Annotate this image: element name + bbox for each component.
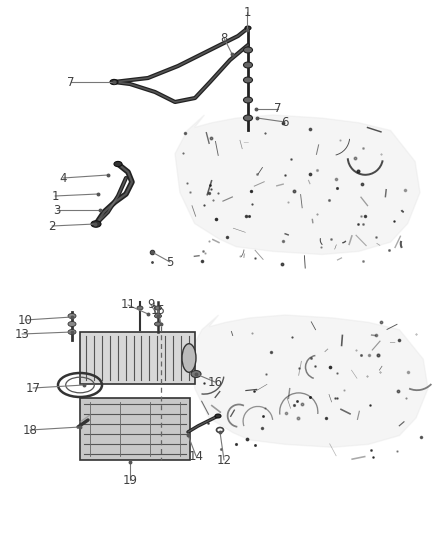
- Ellipse shape: [114, 161, 122, 167]
- Text: 13: 13: [14, 327, 29, 341]
- Bar: [80, 398, 190, 460]
- Text: 10: 10: [18, 313, 32, 327]
- Text: 16: 16: [208, 376, 223, 389]
- Text: 7: 7: [67, 76, 75, 88]
- Ellipse shape: [155, 322, 162, 326]
- Ellipse shape: [215, 414, 221, 418]
- Ellipse shape: [68, 321, 76, 327]
- Text: 1: 1: [51, 190, 59, 203]
- Text: 17: 17: [25, 382, 40, 394]
- Text: 14: 14: [188, 449, 204, 463]
- Text: 18: 18: [23, 424, 37, 437]
- Ellipse shape: [244, 77, 252, 83]
- Text: 8: 8: [220, 31, 228, 44]
- Text: 6: 6: [281, 116, 289, 128]
- Text: 2: 2: [48, 220, 56, 232]
- Text: 4: 4: [59, 172, 67, 184]
- Ellipse shape: [244, 115, 252, 121]
- Text: 3: 3: [53, 204, 61, 216]
- Ellipse shape: [244, 62, 252, 68]
- Text: 7: 7: [274, 102, 282, 116]
- Text: 11: 11: [120, 298, 135, 311]
- Text: 15: 15: [151, 303, 166, 317]
- Ellipse shape: [155, 314, 162, 318]
- Ellipse shape: [245, 26, 251, 30]
- Ellipse shape: [110, 79, 118, 85]
- Ellipse shape: [244, 47, 252, 53]
- Ellipse shape: [91, 221, 101, 227]
- Ellipse shape: [244, 97, 252, 103]
- Ellipse shape: [182, 344, 196, 372]
- Polygon shape: [175, 115, 420, 254]
- Ellipse shape: [68, 329, 76, 335]
- Ellipse shape: [191, 370, 201, 377]
- Polygon shape: [190, 315, 428, 447]
- Ellipse shape: [155, 306, 162, 310]
- Text: 1: 1: [243, 5, 251, 19]
- Text: 5: 5: [166, 255, 174, 269]
- Ellipse shape: [68, 313, 76, 319]
- Text: 12: 12: [216, 454, 232, 466]
- Ellipse shape: [137, 306, 143, 310]
- Text: 9: 9: [147, 298, 155, 311]
- Bar: [80, 332, 195, 384]
- Text: 19: 19: [123, 473, 138, 487]
